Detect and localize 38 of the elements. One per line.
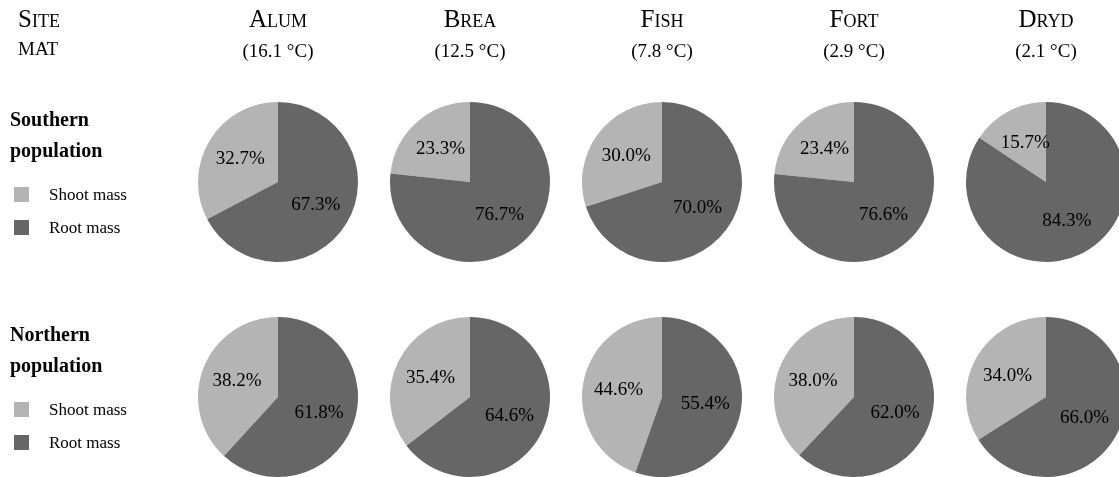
chart-subtitle: (12.5 °C) [433,39,507,63]
data-label: 44.6% [594,377,644,399]
legend-title: Northern population [10,322,104,379]
legend-label: Shoot mass [49,399,127,420]
chart-title: Brea [442,4,498,34]
chart-subtitle: (16.1 °C) [241,39,315,63]
data-label: 55.4% [680,392,731,414]
legend-label: Shoot mass [49,184,127,205]
data-label: 38.0% [788,368,838,390]
chart-title: Fort [828,4,880,34]
legend-title: Southern population [10,107,104,164]
chart-title: Alum [247,4,309,34]
data-label: 23.4% [799,137,850,159]
data-label: 34.0% [982,363,1033,385]
text: Site [18,4,60,34]
data-label: 64.6% [484,404,535,426]
data-label: 84.3% [1042,208,1092,230]
data-label: 62.0% [870,401,920,423]
data-label: 76.6% [858,202,909,224]
text: MAT [18,37,60,61]
data-label: 66.0% [1060,406,1110,428]
data-label: 76.7% [474,202,525,224]
chart-title: Fish [639,4,685,34]
legend-label: Root mass [49,217,121,238]
data-label: 32.7% [215,147,266,169]
data-label: 35.4% [406,365,456,387]
data-label: 70.0% [673,195,723,217]
data-label: 23.3% [416,137,466,159]
chart-subtitle: (7.8 °C) [630,39,694,63]
data-label: 61.8% [294,400,344,422]
chart-title: Dryd [1017,4,1075,34]
data-label: 38.2% [212,369,262,391]
data-label: 15.7% [1000,131,1050,153]
chart-subtitle: (2.1 °C) [1014,39,1078,63]
chart-subtitle: (2.9 °C) [822,39,886,63]
legend-label: Root mass [49,432,121,453]
data-label: 30.0% [601,144,652,166]
data-label: 67.3% [291,192,341,214]
